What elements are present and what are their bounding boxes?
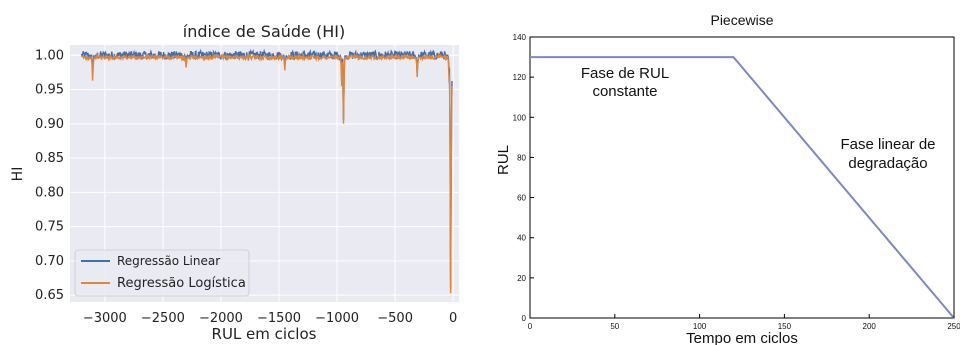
hi-y-ticks: 0.65 0.70 0.75 0.80 0.85 0.90 0.95 1.00 bbox=[35, 48, 64, 303]
hi-y-tick-label: 0.65 bbox=[35, 288, 64, 303]
piecewise-x-tick-label: 0 bbox=[528, 322, 533, 331]
hi-series-line-linear bbox=[80, 48, 453, 289]
hi-y-tick-label: 0.75 bbox=[35, 220, 64, 235]
piecewise-series-group bbox=[530, 56, 955, 319]
annotation-constant-line2: constante bbox=[592, 83, 657, 100]
piecewise-plot-area bbox=[529, 36, 955, 319]
piecewise-x-tick-label: 250 bbox=[947, 322, 960, 331]
piecewise-chart: 0 50 100 150 200 250 0 20 40 60 80 100 120 140 Piece… bbox=[495, 12, 960, 345]
hi-y-axis-label: HI bbox=[10, 167, 26, 182]
hi-x-tick-label: −500 bbox=[377, 311, 413, 326]
hi-x-tick-label: −2500 bbox=[141, 311, 185, 326]
hi-x-ticks: −3000 −2500 −2000 −1500 −1000 −500 0 bbox=[83, 311, 457, 326]
piecewise-y-tick-label: 0 bbox=[522, 314, 527, 323]
annotation-linear-line2: degradação bbox=[848, 155, 927, 172]
hi-y-tick-label: 0.90 bbox=[35, 117, 64, 132]
hi-y-tick-label: 0.85 bbox=[35, 151, 64, 166]
legend-label-linear: Regressão Linear bbox=[117, 254, 220, 268]
hi-y-tick-label: 0.95 bbox=[35, 83, 64, 98]
piecewise-x-tick-label: 200 bbox=[863, 322, 877, 331]
piecewise-y-tick-label: 100 bbox=[513, 113, 527, 122]
hi-x-tick-label: −3000 bbox=[83, 311, 127, 326]
piecewise-x-axis-label: Tempo em ciclos bbox=[686, 330, 798, 345]
hi-chart: −3000 −2500 −2000 −1500 −1000 −500 0 0.650.700… bbox=[10, 22, 459, 343]
hi-x-tick-label: 0 bbox=[449, 311, 457, 326]
piecewise-y-axis-label: RUL bbox=[495, 145, 512, 175]
hi-legend: Regressão Linear Regressão Logística bbox=[74, 249, 250, 297]
annotation-constant-line1: Fase de RUL bbox=[581, 65, 669, 82]
piecewise-y-tick-label: 120 bbox=[513, 73, 527, 82]
piecewise-y-tick-label: 60 bbox=[517, 194, 526, 203]
piecewise-y-tick-label: 40 bbox=[517, 234, 526, 243]
hi-x-tick-label: −1000 bbox=[315, 311, 359, 326]
hi-y-tick-label: 0.70 bbox=[35, 254, 64, 269]
piecewise-chart-title: Piecewise bbox=[710, 12, 773, 28]
hi-chart-title: índice de Saúde (HI) bbox=[183, 22, 345, 41]
piecewise-y-tick-label: 20 bbox=[517, 274, 526, 283]
hi-x-axis-label: RUL em ciclos bbox=[212, 325, 317, 343]
hi-x-tick-label: −2000 bbox=[199, 311, 243, 326]
annotation-linear-line1: Fase linear de bbox=[840, 136, 935, 153]
piecewise-x-tick-label: 150 bbox=[778, 322, 792, 331]
hi-y-tick-label: 1.00 bbox=[35, 48, 64, 63]
piecewise-y-tick-label: 140 bbox=[513, 33, 527, 42]
piecewise-y-tick-label: 80 bbox=[517, 153, 526, 162]
piecewise-x-tick-label: 100 bbox=[693, 322, 707, 331]
legend-box bbox=[74, 249, 250, 297]
legend-label-logistic: Regressão Logística bbox=[117, 276, 246, 291]
piecewise-y-ticks: 0 20 40 60 80 100 120 140 bbox=[513, 33, 534, 323]
piecewise-x-tick-label: 50 bbox=[610, 322, 619, 331]
hi-series-line-logistic bbox=[81, 52, 453, 294]
piecewise-series-line bbox=[530, 56, 955, 319]
hi-series-group bbox=[80, 48, 453, 294]
hi-x-tick-label: −1500 bbox=[257, 311, 301, 326]
annotation-linear-background bbox=[834, 135, 944, 175]
piecewise-x-ticks: 0 50 100 150 200 250 bbox=[528, 314, 960, 331]
hi-y-tick-label: 0.80 bbox=[35, 185, 64, 200]
